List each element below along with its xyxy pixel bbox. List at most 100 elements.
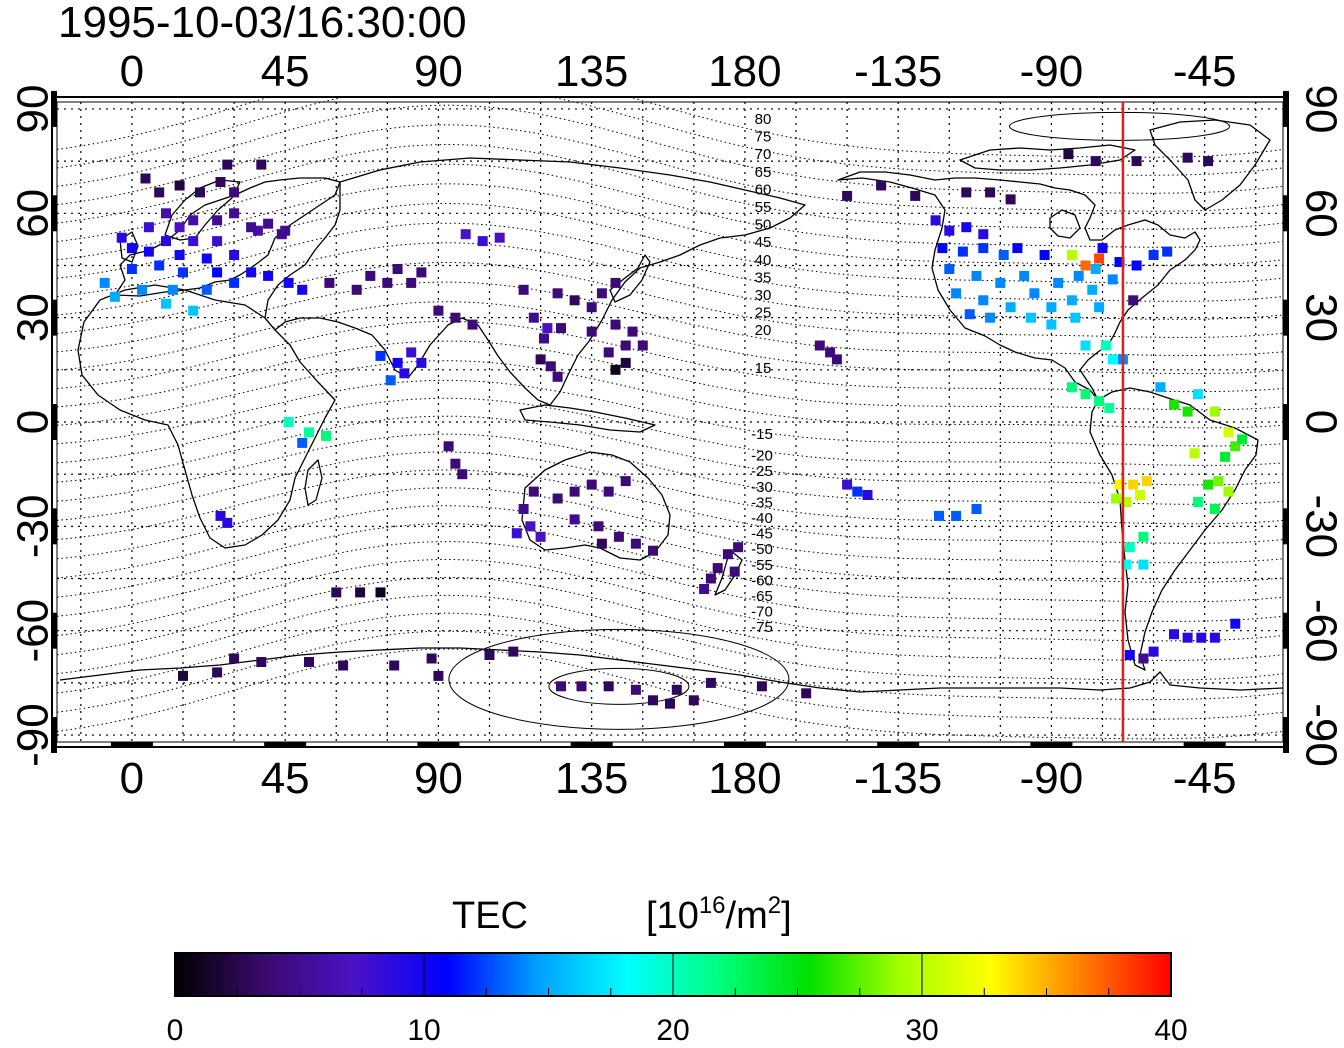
tec-point	[525, 521, 536, 532]
south-pole-contour-inner	[548, 667, 690, 705]
tec-point	[648, 545, 658, 556]
map-background	[51, 96, 1289, 748]
tec-point	[1100, 340, 1111, 351]
tec-point	[961, 187, 972, 198]
tec-point	[1131, 156, 1142, 167]
right-axis-ticks: 90 60 30 0 -30 -60 -90	[1283, 84, 1344, 767]
bottom-tick-label: 90	[414, 754, 463, 803]
coast-arctic-islands	[959, 144, 1136, 171]
tec-point	[195, 187, 205, 198]
tec-point	[256, 657, 267, 667]
coast-antarctica	[59, 647, 1284, 693]
tec-point	[1148, 646, 1159, 657]
tec-point	[637, 340, 648, 351]
tec-point	[1094, 396, 1105, 407]
tec-point	[985, 312, 996, 323]
coastlines	[59, 119, 1284, 693]
tec-point	[1066, 382, 1077, 393]
tec-point	[1220, 451, 1231, 462]
coast-asia	[264, 157, 806, 406]
tec-point	[297, 284, 308, 295]
tec-point	[484, 650, 495, 660]
tec-point	[392, 357, 403, 368]
tec-point	[321, 430, 331, 441]
bottom-tick-label: -45	[1173, 754, 1237, 803]
tec-point	[603, 347, 614, 358]
top-tick-label: 135	[555, 47, 628, 96]
top-tick-label: 45	[261, 47, 310, 96]
tec-point	[280, 225, 291, 236]
tec-point	[995, 277, 1006, 288]
magnetic-contour	[56, 433, 1284, 505]
tec-point	[1005, 302, 1016, 313]
left-tick-label: 30	[9, 293, 58, 342]
tec-point	[951, 288, 962, 299]
tec-point	[978, 295, 989, 306]
tec-point	[957, 246, 968, 257]
tec-point	[385, 375, 396, 386]
tec-point	[201, 284, 212, 295]
tec-point	[1209, 632, 1220, 643]
tec-point	[862, 490, 873, 500]
top-tick-label: 180	[708, 47, 781, 96]
tec-point	[178, 670, 188, 681]
tec-point	[1107, 274, 1118, 285]
tec-point	[552, 288, 563, 299]
tec-point	[910, 190, 921, 201]
magnetic-contour	[56, 124, 1284, 212]
figure-timestamp: 1995-10-03/16:30:00	[58, 0, 467, 47]
contour-label: -75	[751, 619, 773, 636]
tec-point	[1135, 490, 1145, 500]
tec-point	[1124, 542, 1135, 553]
tec-point	[1162, 246, 1173, 257]
tec-point	[416, 357, 427, 368]
contour-label: -65	[751, 588, 773, 605]
tec-point	[406, 347, 417, 358]
tec-point	[712, 563, 723, 574]
coast-madagascar	[304, 459, 323, 506]
tec-point	[998, 250, 1009, 260]
tec-point	[331, 587, 342, 598]
tec-point	[944, 264, 955, 274]
tec-point	[1138, 531, 1149, 542]
magnetic-contour	[56, 262, 1284, 338]
tec-point	[978, 229, 989, 240]
contour-label: 40	[755, 252, 772, 269]
left-tick-label: -60	[9, 599, 58, 663]
bottom-axis-ticks: 0 45 90 135 180 -135 -90 -45	[110, 742, 1237, 803]
left-tick-bar	[51, 612, 57, 649]
tec-point	[222, 517, 233, 528]
tec-point	[256, 159, 267, 170]
tec-point	[586, 326, 597, 337]
bottom-tick-bar	[417, 742, 460, 748]
magnetic-contour	[56, 451, 1284, 525]
contour-label: -35	[751, 494, 773, 511]
bottom-tick-bar	[264, 742, 307, 748]
tec-point	[212, 267, 223, 278]
tec-point	[109, 291, 120, 302]
tec-point	[552, 493, 563, 504]
tec-point	[627, 326, 638, 337]
right-tick-label: 30	[1296, 293, 1344, 342]
contour-label: 75	[755, 129, 772, 146]
tec-point	[1203, 479, 1214, 490]
tec-point	[603, 681, 614, 692]
tec-point	[212, 667, 223, 678]
tec-point	[99, 277, 110, 288]
magnetic-contour	[56, 612, 1284, 701]
tec-point	[229, 653, 240, 664]
contour-label: -40	[751, 510, 773, 527]
tec-point	[1189, 448, 1200, 459]
contour-label: 20	[755, 322, 772, 339]
coast-south-america	[1089, 387, 1259, 671]
tec-point	[222, 159, 233, 170]
colorbar-tick-label: 0	[167, 1014, 184, 1047]
tec-point	[1046, 302, 1057, 313]
tec-point	[1138, 559, 1149, 570]
top-tick-label: -90	[1020, 47, 1084, 96]
tec-point	[944, 225, 955, 236]
tec-point	[971, 504, 982, 514]
tec-point	[1213, 476, 1224, 487]
tec-point	[586, 479, 597, 490]
tec-point	[143, 222, 154, 233]
